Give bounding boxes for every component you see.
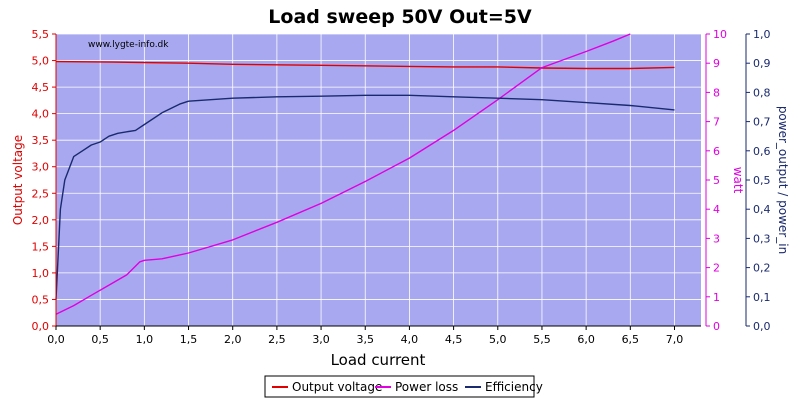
y-right-watt-tick-label: 4 (713, 203, 720, 216)
x-tick-label: 3,0 (312, 333, 330, 346)
legend-label: Power loss (395, 380, 458, 394)
x-tick-label: 1,0 (136, 333, 154, 346)
y-left-tick-label: 4,0 (32, 108, 50, 121)
y-left-tick-label: 3,0 (32, 161, 50, 174)
y-left-tick-label: 0,0 (32, 320, 50, 333)
plot-area (56, 34, 701, 326)
y-left-tick-label: 5,5 (32, 28, 50, 41)
y-right-efficiency-tick-label: 1,0 (753, 28, 771, 41)
y-left-tick-label: 1,0 (32, 267, 50, 280)
x-tick-label: 0,0 (47, 333, 65, 346)
y-right-efficiency-tick-label: 0,9 (753, 57, 771, 70)
x-tick-label: 4,0 (401, 333, 419, 346)
x-axis-label: Load current (331, 351, 426, 369)
y-right-efficiency-tick-label: 0,7 (753, 116, 771, 129)
y-left-tick-label: 4,5 (32, 81, 50, 94)
y-right-watt-tick-label: 9 (713, 57, 720, 70)
series-output-voltage-line (55, 60, 675, 70)
y-right-efficiency-tick-label: 0,3 (753, 232, 771, 245)
legend-box (264, 375, 535, 398)
y-left-tick-label: 1,5 (32, 240, 50, 253)
y-right-watt-tick-label: 2 (713, 262, 720, 275)
x-tick-label: 5,5 (533, 333, 551, 346)
y-left-axis-label: Output voltage (11, 135, 25, 225)
y-right-watt-tick-label: 1 (713, 291, 720, 304)
y-right-efficiency-tick-label: 0,8 (753, 86, 771, 99)
x-tick-label: 3,5 (356, 333, 374, 346)
x-tick-label: 2,5 (268, 333, 286, 346)
y-right-efficiency-axis-label: power_output / power_in (776, 106, 790, 254)
x-tick-label: 6,5 (622, 333, 640, 346)
y-right-efficiency-tick-label: 0,5 (753, 174, 771, 187)
x-tick-label: 1,5 (180, 333, 198, 346)
y-right-watt-tick-label: 8 (713, 86, 720, 99)
y-right-efficiency-tick-label: 0,1 (753, 291, 771, 304)
legend-label: Output voltage (292, 380, 382, 394)
y-left-tick-label: 2,5 (32, 187, 50, 200)
series-efficiency-line (55, 94, 675, 300)
y-left-tick-label: 3,5 (32, 134, 50, 147)
y-left-tick-label: 5,0 (32, 55, 50, 68)
x-tick-label: 7,0 (666, 333, 684, 346)
y-left-tick-label: 2,0 (32, 214, 50, 227)
series-layer (55, 33, 675, 315)
watermark: www.lygte-info.dk (88, 40, 169, 50)
y-right-watt-tick-label: 6 (713, 145, 720, 158)
x-tick-label: 2,0 (224, 333, 242, 346)
y-right-watt-axis-label: watt (731, 167, 745, 194)
x-tick-label: 4,5 (445, 333, 463, 346)
y-right-watt-tick-label: 0 (713, 320, 720, 333)
y-right-efficiency-tick-label: 0,6 (753, 145, 771, 158)
axes: 0,00,51,01,52,02,53,03,54,04,55,05,50,0 0… (32, 28, 771, 346)
y-left-tick-label: 0,5 (32, 293, 50, 306)
x-tick-label: 6,0 (577, 333, 595, 346)
y-right-watt-tick-label: 7 (713, 116, 720, 129)
y-right-efficiency-tick-label: 0,0 (753, 320, 771, 333)
y-right-watt-tick-label: 10 (713, 28, 727, 41)
y-right-watt-tick-label: 5 (713, 174, 720, 187)
legend-label: Efficiency (485, 380, 543, 394)
y-right-efficiency-tick-label: 0,2 (753, 262, 771, 275)
y-right-efficiency-tick-label: 0,4 (753, 203, 771, 216)
x-tick-label: 5,0 (489, 333, 507, 346)
y-right-watt-tick-label: 3 (713, 232, 720, 245)
x-tick-label: 0,5 (91, 333, 109, 346)
series-power-loss-line (55, 33, 631, 315)
legend: Output voltage Power loss Efficiency (264, 375, 543, 398)
chart-title: Load sweep 50V Out=5V (268, 6, 532, 28)
